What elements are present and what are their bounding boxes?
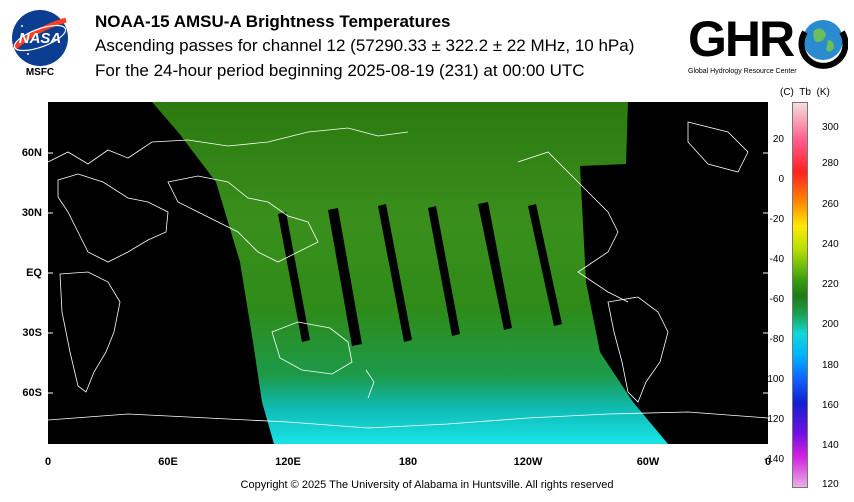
svg-text:NASA: NASA	[19, 30, 62, 47]
copyright-notice: Copyright © 2025 The University of Alaba…	[240, 479, 614, 491]
colorbar-tick-c: -20	[769, 214, 784, 225]
colorbar-tick-k: 260	[822, 199, 839, 210]
colorbar-tick-k: 180	[822, 360, 839, 371]
colorbar-tick-k: 200	[822, 319, 839, 330]
lat-label-30s: 30S	[22, 327, 42, 339]
orbit-gaps	[278, 202, 562, 346]
colorbar-tick-k: 280	[822, 158, 839, 169]
lon-label-180: 180	[398, 456, 418, 468]
time-period-label: For the 24-hour period beginning 2025-08…	[95, 61, 585, 80]
lon-label-120w: 120W	[513, 456, 543, 468]
unit-kelvin: (K)	[816, 87, 830, 98]
lon-label-0: 0	[44, 456, 52, 468]
colorbar-tick-k: 140	[822, 440, 839, 451]
colorbar-tick-k: 300	[822, 122, 839, 133]
colorbar-tick-k: 220	[822, 279, 839, 290]
unit-tb: Tb	[799, 87, 811, 98]
chart-title: NOAA-15 AMSU-A Brightness Temperatures	[95, 12, 451, 31]
ghrc-logo: GHR Global Hydrology Resource Center	[688, 10, 849, 78]
colorbar	[792, 102, 808, 488]
nasa-msfc-logo: NASA MSFC	[8, 8, 72, 78]
colorbar-tick-c: 0	[778, 174, 784, 185]
colorbar-tick-c: -80	[769, 334, 784, 345]
svg-text:GHR: GHR	[688, 11, 795, 67]
svg-text:Global Hydrology Resource Cent: Global Hydrology Resource Center	[688, 68, 797, 75]
colorbar-tick-k: 160	[822, 400, 839, 411]
colorbar-tick-c: -120	[763, 414, 784, 425]
lon-label-0-right: 0	[764, 456, 772, 468]
lon-label-60w: 60W	[636, 456, 660, 468]
colorbar-tick-c: -40	[769, 254, 784, 265]
brightness-temperature-map	[47, 102, 769, 444]
lat-label-60n: 60N	[21, 147, 42, 159]
svg-text:MSFC: MSFC	[26, 67, 54, 76]
lon-label-60e: 60E	[158, 456, 178, 468]
colorbar-tick-k: 120	[822, 479, 839, 490]
lon-label-120e: 120E	[275, 456, 301, 468]
coastlines	[47, 121, 769, 429]
colorbar-tick-c: 20	[772, 134, 784, 145]
lat-label-60s: 60S	[22, 387, 42, 399]
colorbar-tick-k: 240	[822, 239, 839, 250]
lat-label-30n: 30N	[21, 207, 42, 219]
colorbar-tick-c: -140	[763, 454, 784, 465]
lat-label-eq: EQ	[26, 267, 42, 279]
chart-subtitle: Ascending passes for channel 12 (57290.3…	[95, 36, 635, 55]
colorbar-tick-c: -100	[763, 374, 784, 385]
colorbar-tick-c: -60	[769, 294, 784, 305]
colorbar-units: (C) Tb (K)	[780, 87, 830, 98]
unit-celsius: (C)	[780, 87, 794, 98]
